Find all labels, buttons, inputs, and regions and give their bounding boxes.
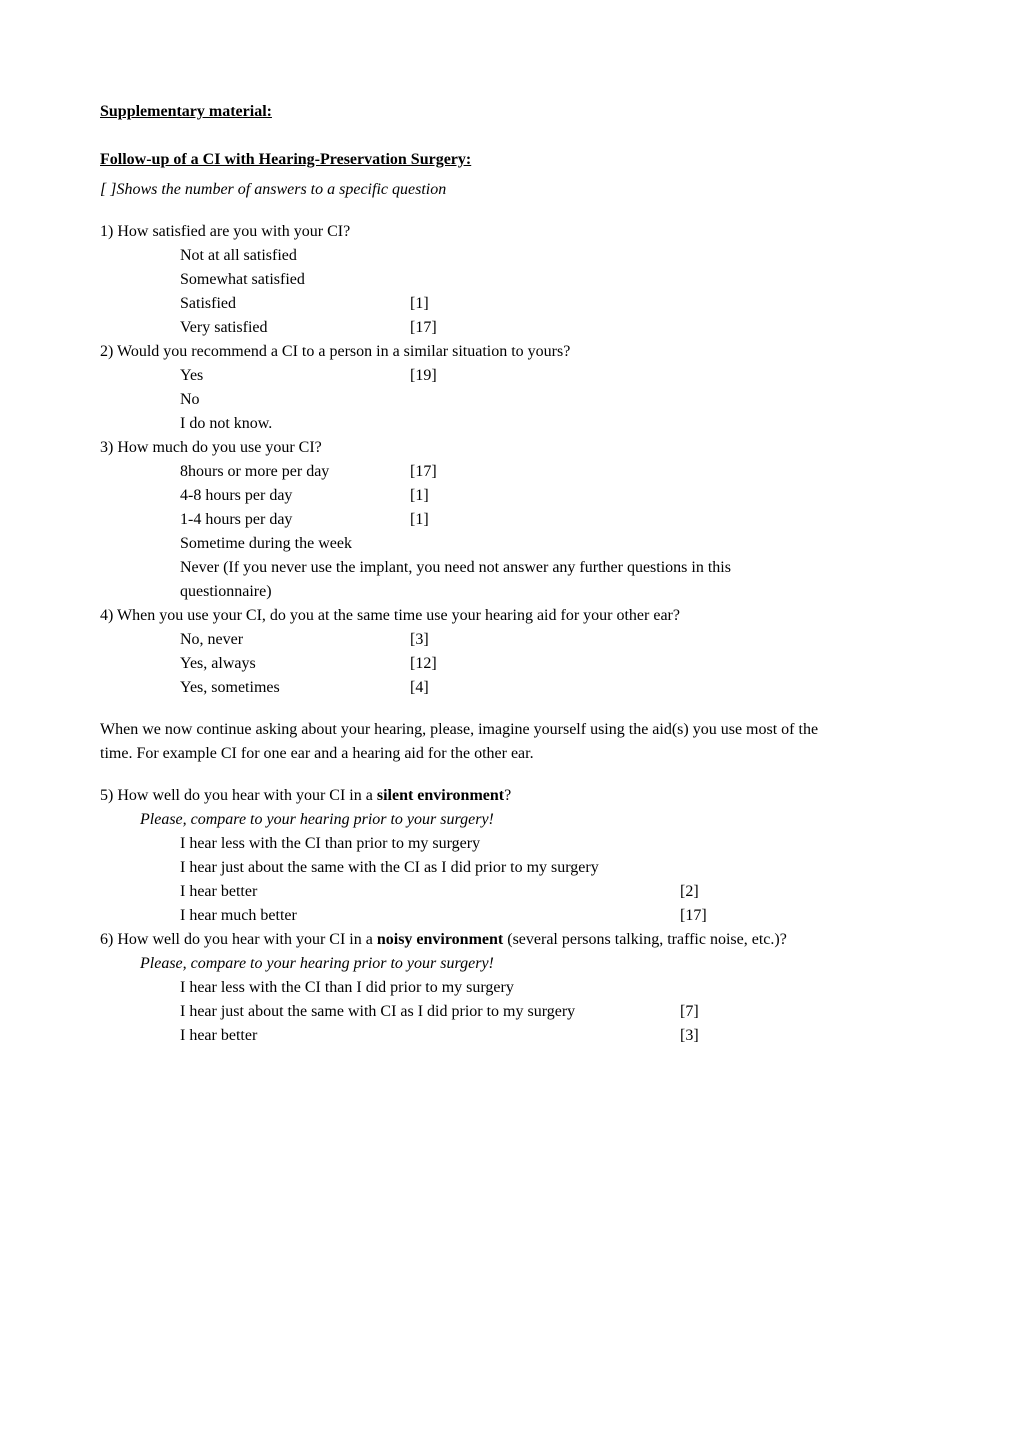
mid-paragraph-line1: When we now continue asking about your h…	[100, 718, 920, 742]
q4-option: Yes, sometimes [4]	[180, 676, 920, 700]
option-label: 4-8 hours per day	[180, 484, 410, 508]
mid-paragraph: When we now continue asking about your h…	[100, 718, 920, 766]
option-count: [1]	[410, 508, 460, 532]
option-count: [17]	[410, 460, 460, 484]
followup-title-text: Follow-up of a CI with Hearing-Preservat…	[100, 151, 471, 168]
option-label: Somewhat satisfied	[180, 268, 410, 292]
answers-note: [ ]Shows the number of answers to a spec…	[100, 178, 920, 202]
q6-pre: 6) How well do you hear with your CI in …	[100, 931, 377, 948]
q6-compare: Please, compare to your hearing prior to…	[140, 952, 920, 976]
q5-compare: Please, compare to your hearing prior to…	[140, 808, 920, 832]
q6-option: I hear better [3]	[180, 1024, 920, 1048]
q5-option: I hear much better [17]	[180, 904, 920, 928]
q3-text: 3) How much do you use your CI?	[100, 436, 920, 460]
page-container: Supplementary material: Follow-up of a C…	[100, 100, 920, 1048]
q2-option: I do not know.	[180, 412, 920, 436]
q3-option: 8hours or more per day [17]	[180, 460, 920, 484]
option-count: [3]	[680, 1024, 730, 1048]
q4-text: 4) When you use your CI, do you at the s…	[100, 604, 920, 628]
q2-option: Yes [19]	[180, 364, 920, 388]
q5-text: 5) How well do you hear with your CI in …	[100, 784, 920, 808]
mid-paragraph-line2: time. For example CI for one ear and a h…	[100, 742, 920, 766]
option-count	[680, 976, 730, 1000]
q3-option: Sometime during the week	[180, 532, 920, 556]
q2-option: No	[180, 388, 920, 412]
option-label: questionnaire)	[180, 580, 272, 604]
option-label: I hear just about the same with the CI a…	[180, 856, 680, 880]
q6-bold: noisy environment	[377, 931, 503, 948]
option-label: 1-4 hours per day	[180, 508, 410, 532]
option-label: Yes	[180, 364, 410, 388]
q1-option: Somewhat satisfied	[180, 268, 920, 292]
option-count: [7]	[680, 1000, 730, 1024]
option-label: I hear better	[180, 1024, 680, 1048]
option-label: I hear less with the CI than I did prior…	[180, 976, 680, 1000]
q6-post: (several persons talking, traffic noise,…	[503, 931, 787, 948]
option-count	[680, 856, 730, 880]
option-label: Never (If you never use the implant, you…	[180, 556, 731, 580]
option-count: [17]	[410, 316, 460, 340]
option-count	[680, 832, 730, 856]
q1-option: Not at all satisfied	[180, 244, 920, 268]
option-label: Yes, always	[180, 652, 410, 676]
option-label: Not at all satisfied	[180, 244, 410, 268]
option-count	[410, 268, 460, 292]
q6-option: I hear less with the CI than I did prior…	[180, 976, 920, 1000]
q3-option: 1-4 hours per day [1]	[180, 508, 920, 532]
followup-title: Follow-up of a CI with Hearing-Preservat…	[100, 148, 920, 172]
q4-option: No, never [3]	[180, 628, 920, 652]
q1-text: 1) How satisfied are you with your CI?	[100, 220, 920, 244]
option-count: [2]	[680, 880, 730, 904]
q5-pre: 5) How well do you hear with your CI in …	[100, 787, 377, 804]
option-label: 8hours or more per day	[180, 460, 410, 484]
option-count	[410, 532, 460, 556]
q6-text: 6) How well do you hear with your CI in …	[100, 928, 920, 952]
q6-option: I hear just about the same with CI as I …	[180, 1000, 920, 1024]
q3-never-line2: questionnaire)	[180, 580, 920, 604]
q1-option: Very satisfied [17]	[180, 316, 920, 340]
option-count	[410, 244, 460, 268]
q5-option: I hear better [2]	[180, 880, 920, 904]
q4-option: Yes, always [12]	[180, 652, 920, 676]
option-label: No, never	[180, 628, 410, 652]
option-count: [19]	[410, 364, 460, 388]
option-count: [12]	[410, 652, 460, 676]
q5-post: ?	[504, 787, 511, 804]
option-label: I hear much better	[180, 904, 680, 928]
q3-option: 4-8 hours per day [1]	[180, 484, 920, 508]
option-label: I hear just about the same with CI as I …	[180, 1000, 680, 1024]
option-label: Sometime during the week	[180, 532, 410, 556]
q5-option: I hear less with the CI than prior to my…	[180, 832, 920, 856]
supplementary-title: Supplementary material:	[100, 100, 920, 124]
option-label: Very satisfied	[180, 316, 410, 340]
option-count	[410, 388, 460, 412]
option-count	[410, 412, 460, 436]
option-label: Satisfied	[180, 292, 410, 316]
q3-never-line1: Never (If you never use the implant, you…	[180, 556, 920, 580]
q2-text: 2) Would you recommend a CI to a person …	[100, 340, 920, 364]
option-count: [4]	[410, 676, 460, 700]
q5-bold: silent environment	[377, 787, 504, 804]
q1-option: Satisfied [1]	[180, 292, 920, 316]
option-label: No	[180, 388, 410, 412]
option-count: [1]	[410, 292, 460, 316]
supplementary-title-text: Supplementary material:	[100, 103, 272, 120]
option-count: [3]	[410, 628, 460, 652]
option-count: [17]	[680, 904, 730, 928]
option-count: [1]	[410, 484, 460, 508]
option-label: I hear better	[180, 880, 680, 904]
q5-option: I hear just about the same with the CI a…	[180, 856, 920, 880]
option-label: Yes, sometimes	[180, 676, 410, 700]
option-label: I do not know.	[180, 412, 410, 436]
option-label: I hear less with the CI than prior to my…	[180, 832, 680, 856]
